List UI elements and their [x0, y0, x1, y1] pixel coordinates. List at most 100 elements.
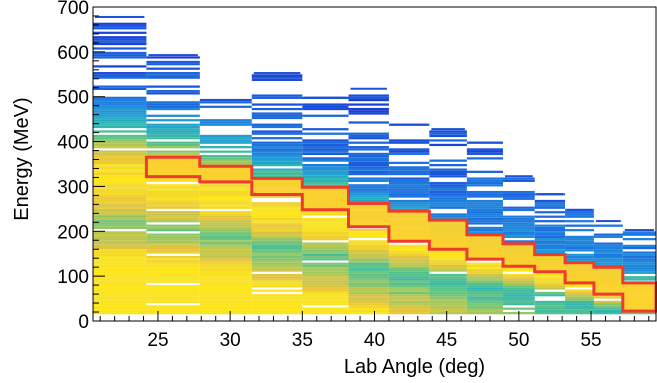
heatmap-cell — [388, 202, 430, 205]
heatmap-cell — [251, 172, 303, 176]
heatmap-cell — [502, 276, 535, 279]
heatmap-cell — [348, 289, 389, 292]
heatmap-cell — [146, 294, 200, 297]
heatmap-cell — [199, 202, 252, 205]
heatmap-cell — [466, 177, 503, 180]
y-axis-label: Energy (MeV) — [11, 97, 33, 220]
heatmap-cell — [199, 280, 252, 283]
heatmap-cell — [251, 168, 303, 171]
heatmap-cell — [93, 303, 147, 306]
heatmap-cell — [199, 276, 252, 279]
heatmap-cell — [622, 255, 656, 259]
heatmap-cell — [199, 141, 252, 144]
heatmap-cell — [468, 141, 501, 144]
heatmap-cell — [466, 280, 503, 283]
heatmap-cell — [429, 164, 467, 167]
heatmap-cell — [146, 101, 200, 104]
heatmap-cell — [93, 287, 147, 290]
heatmap-cell — [429, 296, 467, 299]
heatmap-cell — [466, 309, 503, 313]
heatmap-cell — [199, 258, 252, 261]
heatmap-cell — [302, 222, 349, 225]
heatmap-cell — [93, 137, 147, 140]
heatmap-cell — [348, 195, 389, 198]
heatmap-cell — [348, 262, 389, 265]
heatmap-cell — [199, 159, 252, 162]
heatmap-cell — [429, 213, 467, 216]
heatmap-cell — [95, 15, 145, 18]
heatmap-cell — [502, 224, 535, 227]
heatmap-cell — [388, 166, 430, 169]
heatmap-cell — [93, 204, 147, 207]
heatmap-cell — [199, 309, 252, 313]
heatmap-cell — [93, 168, 147, 171]
heatmap-cell — [302, 146, 349, 149]
heatmap-cell — [348, 164, 389, 167]
heatmap-cell — [251, 262, 303, 265]
heatmap-cell — [251, 229, 303, 232]
heatmap-cell — [302, 262, 349, 265]
heatmap-cell — [388, 255, 430, 259]
heatmap-cell — [146, 134, 200, 138]
heatmap-cell — [93, 134, 147, 138]
heatmap-cell — [502, 291, 535, 295]
heatmap-cell — [93, 309, 147, 313]
heatmap-cell — [93, 269, 147, 272]
heatmap-cell — [348, 255, 389, 259]
heatmap-cell — [534, 246, 566, 250]
heatmap-cell — [302, 166, 349, 169]
heatmap-cell — [251, 217, 303, 221]
heatmap-cell — [348, 179, 389, 182]
heatmap-cell — [302, 255, 349, 259]
heatmap-cell — [388, 312, 430, 315]
heatmap-cell — [466, 231, 503, 234]
heatmap-cell — [534, 244, 566, 247]
heatmap-cell — [199, 307, 252, 310]
heatmap-cell — [93, 177, 147, 180]
heatmap-cell — [251, 240, 303, 243]
heatmap-cell — [199, 287, 252, 290]
heatmap-cell — [388, 289, 430, 292]
heatmap-cell — [199, 161, 252, 164]
heatmap-cell — [146, 114, 200, 117]
heatmap-cell — [199, 305, 252, 308]
heatmap-cell — [388, 280, 430, 283]
heatmap-cell — [93, 264, 147, 268]
heatmap-cell — [251, 112, 303, 115]
heatmap-cell — [388, 188, 430, 191]
heatmap-cell — [348, 285, 389, 288]
y-tick-label: 200 — [57, 222, 89, 243]
heatmap-cell — [93, 40, 147, 43]
heatmap-cell — [565, 294, 594, 297]
heatmap-cell — [93, 184, 147, 187]
heatmap-cell — [93, 139, 147, 142]
heatmap-cell — [593, 244, 623, 247]
heatmap-cell — [388, 190, 430, 194]
heatmap-cell — [199, 195, 252, 198]
heatmap-cell — [429, 298, 467, 301]
heatmap-cell — [348, 273, 389, 277]
heatmap-cell — [93, 300, 147, 304]
heatmap-cell — [302, 148, 349, 151]
heatmap-cell — [146, 195, 200, 198]
heatmap-cell — [251, 155, 303, 158]
heatmap-cell — [304, 96, 347, 99]
heatmap-cell — [348, 107, 389, 111]
heatmap-cell — [622, 271, 656, 274]
heatmap-cell — [93, 206, 147, 209]
heatmap-cell — [388, 206, 430, 209]
heatmap-cell — [622, 264, 656, 268]
heatmap-cell — [348, 184, 389, 187]
heatmap-cell — [388, 262, 430, 265]
heatmap-cell — [429, 303, 467, 306]
heatmap-cell — [348, 305, 389, 308]
heatmap-cell — [466, 206, 503, 209]
heatmap-cell — [199, 134, 252, 138]
heatmap-cell — [302, 238, 349, 241]
heatmap-cell — [348, 258, 389, 261]
heatmap-cell — [302, 273, 349, 277]
heatmap-cell — [199, 269, 252, 272]
heatmap-cell — [93, 282, 147, 286]
heatmap-cell — [93, 121, 147, 124]
heatmap-cell — [593, 305, 623, 308]
